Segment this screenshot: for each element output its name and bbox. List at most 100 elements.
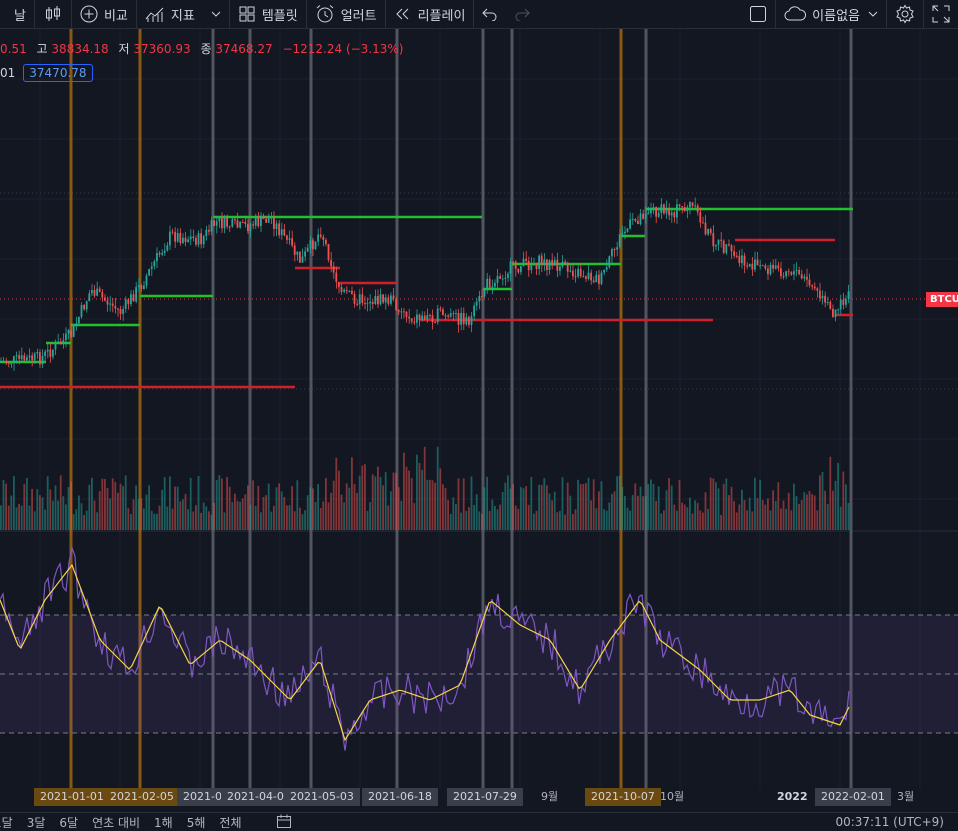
volume-bar [782, 500, 785, 530]
range-3m-button[interactable]: 3달 [26, 815, 46, 830]
candle-body [18, 355, 20, 360]
price-tag: BTCU [926, 292, 958, 307]
volume-bar [397, 487, 400, 530]
volume-bar [533, 513, 535, 530]
undo-button[interactable] [474, 0, 506, 28]
volume-bar [382, 485, 384, 530]
fullscreen-toggle-button[interactable] [741, 0, 775, 28]
volume-bar [150, 510, 153, 530]
candle-body [226, 217, 228, 227]
volume-bar [7, 505, 10, 530]
volume-bar [340, 494, 343, 530]
candle-body [270, 217, 273, 219]
volume-bar [80, 503, 83, 530]
volume-bar [598, 491, 600, 530]
candle-body [730, 245, 733, 252]
candle-body [751, 263, 754, 270]
candles-icon [43, 5, 63, 23]
volume-bar [551, 500, 553, 530]
templates-button[interactable]: 템플릿 [230, 0, 306, 28]
range-1y-button[interactable]: 1해 [154, 815, 173, 830]
volume-bar [847, 502, 850, 530]
range-5y-button[interactable]: 5해 [186, 815, 206, 830]
settings-button[interactable] [887, 0, 923, 28]
compare-button[interactable]: 비교 [72, 0, 136, 28]
price-chart[interactable] [0, 29, 958, 812]
range-1m-button[interactable]: 1달 [0, 815, 13, 830]
candle-body [442, 309, 444, 316]
volume-bar [210, 514, 213, 530]
volume-bar [257, 485, 260, 530]
volume-bar [93, 500, 96, 530]
candle-body [145, 275, 148, 286]
candle-body [288, 238, 291, 240]
interval-button[interactable]: 날 [0, 0, 34, 28]
event-markers [69, 29, 853, 789]
range-all-button[interactable]: 전체 [219, 815, 242, 830]
fullscreen-button[interactable] [924, 0, 958, 28]
volume-bar [280, 491, 283, 530]
volume-bar [332, 480, 335, 530]
volume-bar [468, 507, 470, 530]
volume-bar [780, 508, 782, 530]
candle-body [36, 352, 39, 354]
volume-bar [624, 496, 626, 530]
layout-save-button[interactable]: 이름없음 [776, 0, 886, 28]
volume-bar [587, 477, 590, 530]
volume-bar [743, 500, 746, 530]
volume-bar [730, 486, 733, 530]
replay-button[interactable]: 리플레이 [386, 0, 474, 28]
volume-bar [824, 490, 826, 530]
candle-body [720, 239, 722, 241]
volume-bar [213, 502, 215, 530]
redo-button[interactable] [506, 0, 538, 28]
chevron-down-icon[interactable] [211, 10, 221, 18]
volume-bar [605, 510, 608, 530]
volume-bar [626, 507, 629, 530]
candle-body [514, 261, 517, 269]
volume-bar [507, 475, 509, 530]
volume-bar [548, 493, 551, 530]
range-6m-button[interactable]: 6달 [59, 815, 79, 830]
candle-body [512, 261, 514, 263]
volume-bar [722, 483, 725, 530]
candle-body [241, 221, 244, 223]
volume-bar [681, 502, 683, 530]
candle-body [377, 295, 379, 305]
alert-button[interactable]: 얼러트 [307, 0, 385, 28]
volume-bar [566, 482, 569, 530]
plus-circle-icon [80, 5, 98, 23]
indicator-value-box[interactable]: 37470.78 [23, 64, 93, 82]
volume-bar [538, 484, 540, 530]
candle-body [332, 266, 335, 273]
candle-body [254, 217, 257, 226]
chevron-down-icon[interactable] [868, 10, 878, 18]
candle-body [465, 317, 468, 325]
candle-body [26, 357, 28, 361]
indicators-button[interactable]: 지표 [137, 0, 229, 28]
candle-body [369, 301, 371, 304]
volume-bar [488, 510, 491, 530]
volume-bar [569, 495, 572, 530]
candle-body [673, 212, 676, 218]
volume-bar [286, 505, 288, 530]
alert-label: 얼러트 [340, 8, 377, 24]
clock-time[interactable]: 00:37:11 (UTC+9) [835, 815, 944, 829]
volume-bar [577, 479, 579, 530]
candle-body [832, 308, 834, 318]
candle-body [408, 316, 410, 319]
volume-bar [559, 510, 561, 530]
volume-bar [787, 492, 790, 530]
volume-bar [455, 504, 457, 530]
chart-type-button[interactable] [35, 0, 71, 28]
candle-body [161, 252, 163, 255]
volume-bar [798, 503, 800, 530]
range-ytd-button[interactable]: 연초 대비 [92, 815, 141, 830]
candle-body [715, 244, 717, 247]
candle-body [174, 232, 176, 242]
goto-date-icon[interactable] [276, 814, 292, 831]
candle-body [764, 265, 767, 269]
volume-bar [387, 505, 390, 530]
time-axis-date-label: 2021-07-29 [447, 788, 523, 806]
volume-bar [374, 476, 377, 530]
